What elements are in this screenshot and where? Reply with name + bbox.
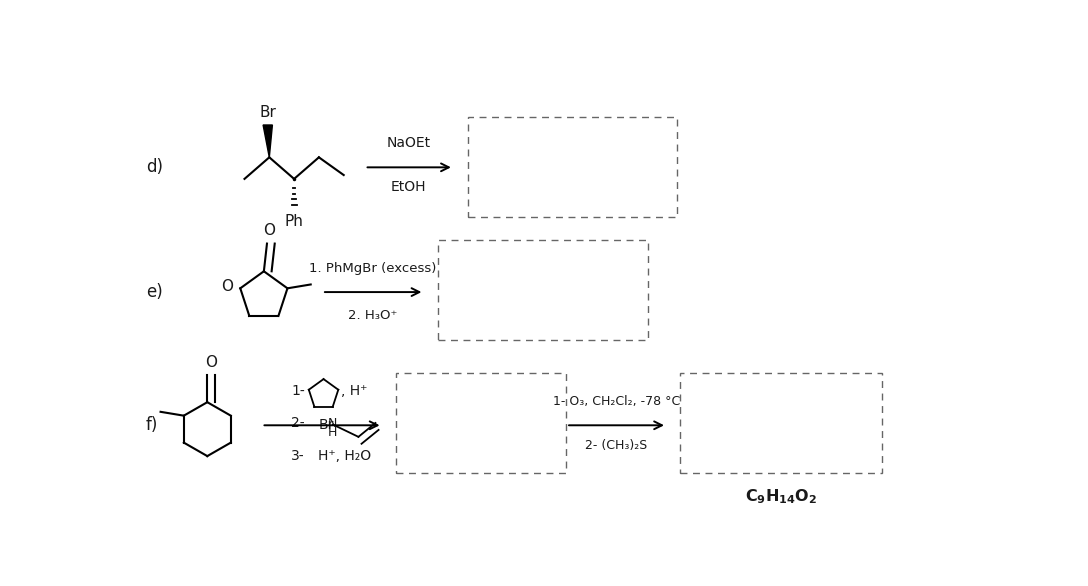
Text: 1- O₃, CH₂Cl₂, -78 °C: 1- O₃, CH₂Cl₂, -78 °C (553, 396, 680, 408)
Text: d): d) (146, 158, 163, 176)
Text: f): f) (146, 416, 159, 434)
Text: Br: Br (318, 417, 334, 431)
Bar (468, 117, 677, 217)
Text: O: O (263, 223, 275, 238)
Text: Br: Br (259, 104, 276, 120)
Text: N: N (327, 417, 337, 430)
Bar (680, 373, 881, 473)
Text: O: O (221, 280, 233, 294)
Text: EtOH: EtOH (391, 180, 426, 195)
Text: H: H (327, 426, 337, 439)
Text: NaOEt: NaOEt (386, 135, 431, 149)
Bar (396, 373, 566, 473)
Text: $\mathbf{C_9H_{14}O_2}$: $\mathbf{C_9H_{14}O_2}$ (744, 487, 817, 506)
Text: 2-: 2- (290, 416, 305, 430)
Text: 1-: 1- (290, 384, 305, 398)
Text: 1. PhMgBr (excess): 1. PhMgBr (excess) (309, 262, 437, 275)
Text: 2. H₃O⁺: 2. H₃O⁺ (348, 309, 398, 322)
Text: O: O (206, 355, 218, 370)
Polygon shape (263, 125, 272, 157)
Text: e): e) (146, 283, 163, 301)
Text: 3-: 3- (290, 449, 305, 463)
Text: , H⁺: , H⁺ (342, 384, 368, 398)
Text: Ph: Ph (285, 214, 304, 229)
Text: 2- (CH₃)₂S: 2- (CH₃)₂S (585, 439, 647, 452)
Text: H⁺, H₂O: H⁺, H₂O (318, 449, 371, 463)
Bar (438, 240, 647, 340)
